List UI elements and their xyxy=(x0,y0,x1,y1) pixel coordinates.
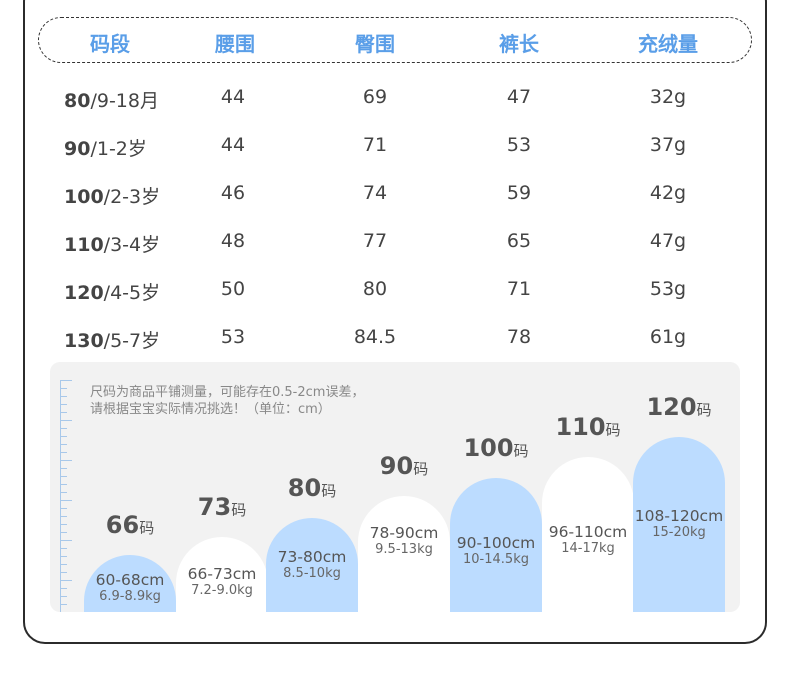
hip-cell: 69 xyxy=(362,86,388,108)
size-number: 100 xyxy=(64,186,104,208)
table-header-bar xyxy=(38,17,752,63)
weight-range: 15-20kg xyxy=(652,525,706,540)
hip-cell: 77 xyxy=(362,230,388,252)
hip-cell: 84.5 xyxy=(353,326,397,348)
header-cell: 充绒量 xyxy=(638,32,698,56)
age-range: /3-4岁 xyxy=(103,234,161,256)
length-cell: 65 xyxy=(506,230,532,252)
height-range: 66-73cm xyxy=(187,565,257,583)
down-cell: 37g xyxy=(649,134,687,156)
size-age-cell: 130/5-7岁 xyxy=(64,326,160,353)
weight-range: 7.2-9.0kg xyxy=(191,583,253,598)
size-unit: 码 xyxy=(696,401,712,419)
height-range: 78-90cm xyxy=(369,524,439,542)
size-age-cell: 80/9-18月 xyxy=(64,86,159,113)
size-unit: 码 xyxy=(413,460,429,478)
size-arch: 90-100cm 10-14.5kg xyxy=(450,478,542,612)
size-number: 90 xyxy=(64,138,91,160)
size-label: 90码 xyxy=(349,452,459,480)
size-arch: 108-120cm 15-20kg xyxy=(633,437,725,612)
measurement-note: 尺码为商品平铺测量，可能存在0.5-2cm误差， 请根据宝宝实际情况挑选！（单位… xyxy=(90,384,364,418)
weight-range: 6.9-8.9kg xyxy=(99,589,161,604)
size-guide-panel: 尺码为商品平铺测量，可能存在0.5-2cm误差， 请根据宝宝实际情况挑选！（单位… xyxy=(50,362,740,612)
down-cell: 53g xyxy=(649,278,687,300)
waist-cell: 50 xyxy=(220,278,246,300)
waist-cell: 46 xyxy=(220,182,246,204)
size-label: 80码 xyxy=(257,474,367,502)
age-range: /2-3岁 xyxy=(103,186,161,208)
size-unit: 码 xyxy=(139,519,155,537)
size-value: 73 xyxy=(197,493,232,521)
size-unit: 码 xyxy=(513,442,529,460)
size-arch: 60-68cm 6.9-8.9kg xyxy=(84,555,176,612)
size-value: 80 xyxy=(287,474,322,502)
header-cell: 腰围 xyxy=(215,32,255,56)
weight-range: 9.5-13kg xyxy=(375,542,433,557)
waist-cell: 44 xyxy=(220,86,246,108)
height-range: 96-110cm xyxy=(548,523,628,541)
age-range: /9-18月 xyxy=(90,90,159,112)
size-label: 66码 xyxy=(75,511,185,539)
note-line-1: 尺码为商品平铺测量，可能存在0.5-2cm误差， xyxy=(90,385,365,400)
size-arch: 66-73cm 7.2-9.0kg xyxy=(176,537,268,612)
size-arch: 96-110cm 14-17kg xyxy=(542,457,634,612)
waist-cell: 48 xyxy=(220,230,246,252)
size-label: 100码 xyxy=(441,434,551,462)
size-arch: 73-80cm 8.5-10kg xyxy=(266,518,358,612)
height-range: 73-80cm xyxy=(277,548,347,566)
size-unit: 码 xyxy=(605,421,621,439)
header-cell: 臀围 xyxy=(355,32,395,56)
length-cell: 53 xyxy=(506,134,532,156)
size-age-cell: 100/2-3岁 xyxy=(64,182,160,209)
size-label: 120码 xyxy=(624,393,734,421)
hip-cell: 71 xyxy=(362,134,388,156)
size-label: 73码 xyxy=(167,493,277,521)
height-range: 90-100cm xyxy=(456,534,536,552)
weight-range: 10-14.5kg xyxy=(463,552,529,567)
length-cell: 78 xyxy=(506,326,532,348)
age-range: /4-5岁 xyxy=(103,282,161,304)
size-unit: 码 xyxy=(321,482,337,500)
length-cell: 59 xyxy=(506,182,532,204)
size-age-cell: 110/3-4岁 xyxy=(64,230,160,257)
down-cell: 42g xyxy=(649,182,687,204)
note-line-2: 请根据宝宝实际情况挑选！（单位：cm） xyxy=(90,402,331,417)
down-cell: 61g xyxy=(649,326,687,348)
weight-range: 14-17kg xyxy=(561,541,615,556)
size-value: 90 xyxy=(379,452,414,480)
size-value: 100 xyxy=(463,434,514,462)
weight-range: 8.5-10kg xyxy=(283,566,341,581)
size-age-cell: 90/1-2岁 xyxy=(64,134,147,161)
ruler-graphic xyxy=(60,380,74,612)
waist-cell: 53 xyxy=(220,326,246,348)
size-number: 120 xyxy=(64,282,104,304)
size-arch: 78-90cm 9.5-13kg xyxy=(358,496,450,612)
length-cell: 47 xyxy=(506,86,532,108)
size-value: 120 xyxy=(646,393,697,421)
size-label: 110码 xyxy=(533,413,643,441)
down-cell: 47g xyxy=(649,230,687,252)
outer-frame xyxy=(23,0,767,644)
size-value: 110 xyxy=(555,413,606,441)
hip-cell: 74 xyxy=(362,182,388,204)
height-range: 60-68cm xyxy=(95,571,165,589)
age-range: /5-7岁 xyxy=(103,330,161,352)
waist-cell: 44 xyxy=(220,134,246,156)
height-range: 108-120cm xyxy=(634,507,724,525)
down-cell: 32g xyxy=(649,86,687,108)
header-cell: 裤长 xyxy=(499,32,539,56)
size-value: 66 xyxy=(105,511,140,539)
length-cell: 71 xyxy=(506,278,532,300)
size-age-cell: 120/4-5岁 xyxy=(64,278,160,305)
size-number: 80 xyxy=(64,90,91,112)
size-unit: 码 xyxy=(231,501,247,519)
age-range: /1-2岁 xyxy=(90,138,147,160)
size-number: 130 xyxy=(64,330,104,352)
hip-cell: 80 xyxy=(362,278,388,300)
header-cell: 码段 xyxy=(90,32,130,56)
size-number: 110 xyxy=(64,234,104,256)
